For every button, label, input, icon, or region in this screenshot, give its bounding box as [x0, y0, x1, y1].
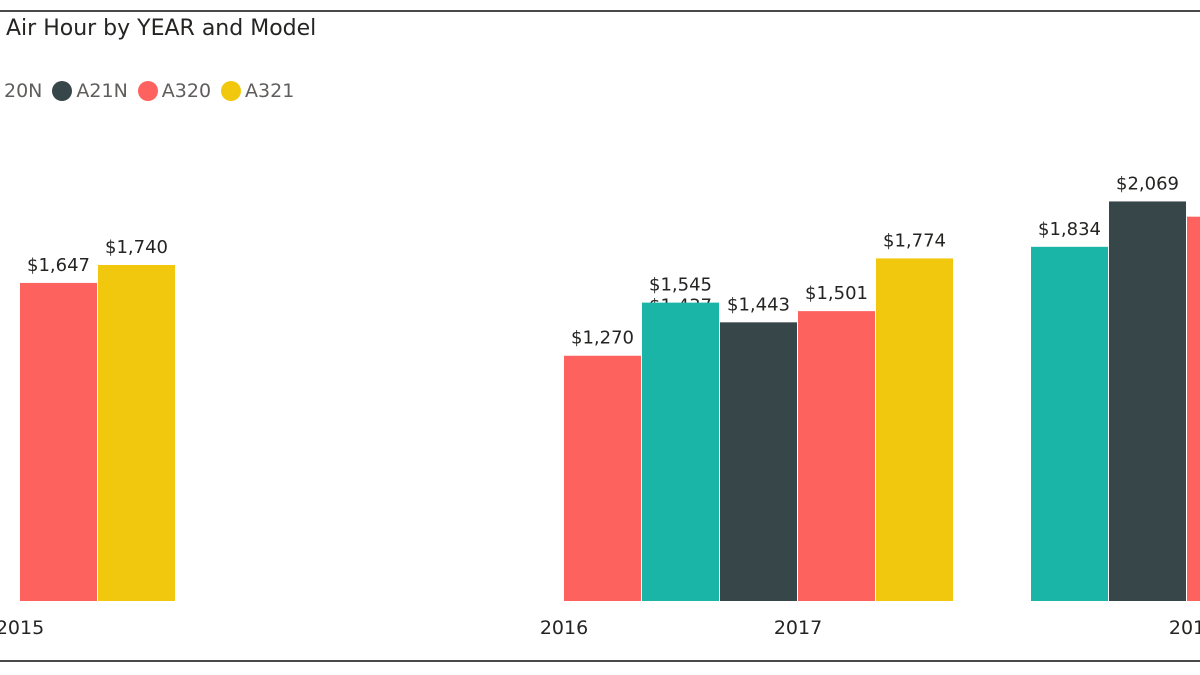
legend-item-a21n[interactable]: A21N — [52, 80, 128, 102]
x-tick-label: 2015 — [0, 617, 44, 639]
legend-item-a320[interactable]: A320 — [137, 80, 212, 102]
chart-legend[interactable]: 20N A21N A320 A321 — [0, 78, 304, 104]
bar-2016-a320[interactable] — [564, 355, 641, 601]
bar-2017-a21n[interactable] — [720, 322, 797, 601]
data-label: $1,501 — [805, 283, 868, 304]
bar-2018-a320n[interactable] — [1031, 246, 1108, 601]
data-label: $1,545 — [649, 275, 712, 296]
legend-label: A320 — [161, 80, 212, 102]
x-tick-label: 2016 — [540, 617, 588, 639]
bar-2018-a21n[interactable] — [1109, 201, 1186, 602]
bar-2015-a320[interactable] — [20, 282, 97, 601]
bar-2017-a321[interactable] — [876, 258, 953, 601]
data-label: $1,834 — [1038, 219, 1101, 240]
legend-item-a321[interactable]: A321 — [221, 80, 294, 102]
legend-label: 20N — [4, 80, 43, 102]
data-label: $1,740 — [105, 237, 168, 258]
x-tick-label: 2017 — [774, 617, 822, 639]
legend-swatch-icon — [221, 81, 242, 101]
legend-swatch-icon — [137, 81, 158, 101]
legend-item-a320n[interactable]: 20N — [0, 80, 42, 102]
legend-label: A321 — [245, 80, 295, 102]
x-tick-label: 201 — [1169, 617, 1200, 639]
data-label: $1,270 — [571, 328, 634, 349]
legend-label: A21N — [76, 80, 128, 102]
bar-2017-a320n[interactable] — [642, 302, 719, 601]
data-label: $1,647 — [27, 255, 90, 276]
data-label: $1,774 — [883, 230, 946, 251]
data-label: $1,443 — [727, 294, 790, 315]
bar-2015-a321[interactable] — [98, 264, 175, 601]
bar-2017-a320[interactable] — [798, 311, 875, 601]
data-label: $2,069 — [1116, 173, 1179, 194]
legend-swatch-icon — [52, 81, 73, 101]
bar-2018-a320[interactable] — [1187, 216, 1200, 601]
chart-title: Air Hour by YEAR and Model — [6, 16, 317, 41]
